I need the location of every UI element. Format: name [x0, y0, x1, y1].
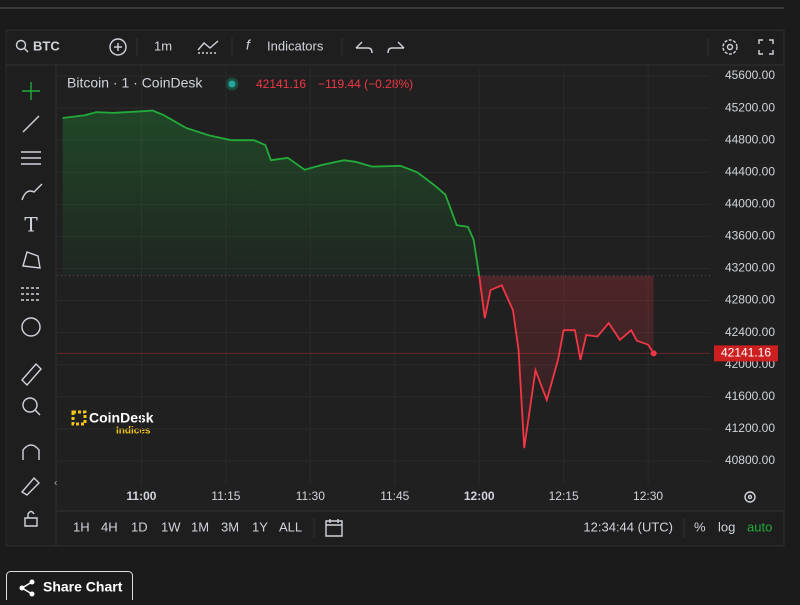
- lock-tool[interactable]: [24, 510, 38, 527]
- pattern-tool[interactable]: [22, 251, 41, 269]
- range-button[interactable]: 1D: [131, 519, 148, 534]
- y-tick-label: 43200.00: [725, 261, 775, 275]
- price-tag-label: 42141.16: [721, 346, 771, 360]
- symbol-search[interactable]: BTC: [15, 38, 61, 53]
- y-tick-label: 45200.00: [725, 100, 775, 114]
- x-tick-label: 11:30: [296, 489, 325, 503]
- emoji-tool[interactable]: [21, 317, 41, 337]
- y-tick-label: 40800.00: [725, 453, 775, 467]
- x-tick-label: 12:00: [464, 489, 495, 503]
- y-tick-label: 42400.00: [725, 325, 775, 339]
- x-tick-label: 11:00: [126, 489, 156, 503]
- y-tick-label: 41200.00: [725, 421, 775, 435]
- range-button[interactable]: 1W: [161, 519, 181, 534]
- ruler-tool[interactable]: [21, 362, 42, 387]
- clock: 12:34:44 (UTC): [583, 519, 673, 534]
- range-button[interactable]: 1Y: [252, 519, 268, 534]
- text-tool[interactable]: T: [24, 213, 38, 237]
- lock-drawing-tool[interactable]: [20, 476, 40, 496]
- price-line: [62, 109, 655, 449]
- plot: 45600.00 45200.00 44800.00 44400.00 44000.00…: [57, 66, 778, 503]
- price-tag: [714, 345, 778, 362]
- chart-style-button[interactable]: [197, 40, 219, 54]
- logo-sub: Indices: [116, 426, 151, 437]
- interval[interactable]: 1m: [154, 38, 172, 53]
- y-tick-label: 41600.00: [725, 389, 775, 403]
- last-point: [650, 350, 657, 357]
- fullscreen[interactable]: [758, 39, 774, 55]
- y-tick-label: 42800.00: [725, 293, 775, 307]
- redo[interactable]: [387, 41, 405, 54]
- x-tick-label: 11:45: [380, 489, 409, 503]
- x-tick-label: 12:30: [633, 489, 663, 503]
- add-button[interactable]: [109, 38, 127, 56]
- y-tick-label: 43600.00: [725, 229, 775, 243]
- y-tick-label: 44400.00: [725, 164, 775, 178]
- undo[interactable]: [355, 41, 373, 54]
- magnet-tool[interactable]: [22, 444, 40, 460]
- legend-price: 42141.16: [256, 77, 306, 91]
- range-button[interactable]: ALL: [279, 519, 302, 534]
- range-button[interactable]: 1H: [73, 519, 90, 534]
- logo: CoinDesk Indices: [71, 410, 154, 437]
- fx-icon: f: [246, 37, 252, 53]
- prediction-tool[interactable]: [21, 287, 41, 301]
- auto-toggle[interactable]: auto: [747, 519, 772, 534]
- legend-title: Bitcoin · 1 · CoinDesk: [67, 75, 203, 91]
- percent-toggle[interactable]: %: [694, 519, 706, 534]
- indicators-button[interactable]: f Indicators: [246, 37, 324, 54]
- legend-change: −119.44 (−0.28%): [318, 77, 413, 91]
- zoom-tool[interactable]: [22, 397, 41, 416]
- y-tick-label: 45600.00: [725, 68, 775, 82]
- symbol[interactable]: BTC: [33, 38, 60, 53]
- range-bar: 1H 4H 1D 1W 1M 3M 1Y ALL: [73, 519, 302, 534]
- x-tick-label: 12:15: [549, 489, 579, 503]
- share-button[interactable]: Share Chart: [6, 571, 133, 605]
- indicators-label[interactable]: Indicators: [267, 38, 324, 53]
- status-dot: [225, 77, 239, 91]
- logo-name: CoinDesk: [89, 410, 154, 426]
- share-label[interactable]: Share Chart: [43, 579, 123, 595]
- x-tick-label: 11:15: [211, 489, 240, 503]
- range-button[interactable]: 1M: [191, 519, 209, 534]
- trendline-tool[interactable]: [22, 115, 40, 133]
- collapse[interactable]: ‹: [54, 478, 57, 489]
- baseline-area: [62, 110, 654, 449]
- date-range-button[interactable]: [325, 519, 343, 537]
- brush-tool[interactable]: [21, 183, 43, 201]
- axis-settings[interactable]: [744, 491, 756, 503]
- crosshair-tool[interactable]: [22, 82, 40, 100]
- fib-tool[interactable]: [21, 151, 41, 165]
- range-button[interactable]: 3M: [221, 519, 239, 534]
- y-tick-label: 44800.00: [725, 132, 775, 146]
- y-tick-label: 44000.00: [725, 197, 775, 211]
- settings[interactable]: [722, 39, 738, 55]
- log-toggle[interactable]: log: [718, 519, 735, 534]
- range-button[interactable]: 4H: [101, 519, 118, 534]
